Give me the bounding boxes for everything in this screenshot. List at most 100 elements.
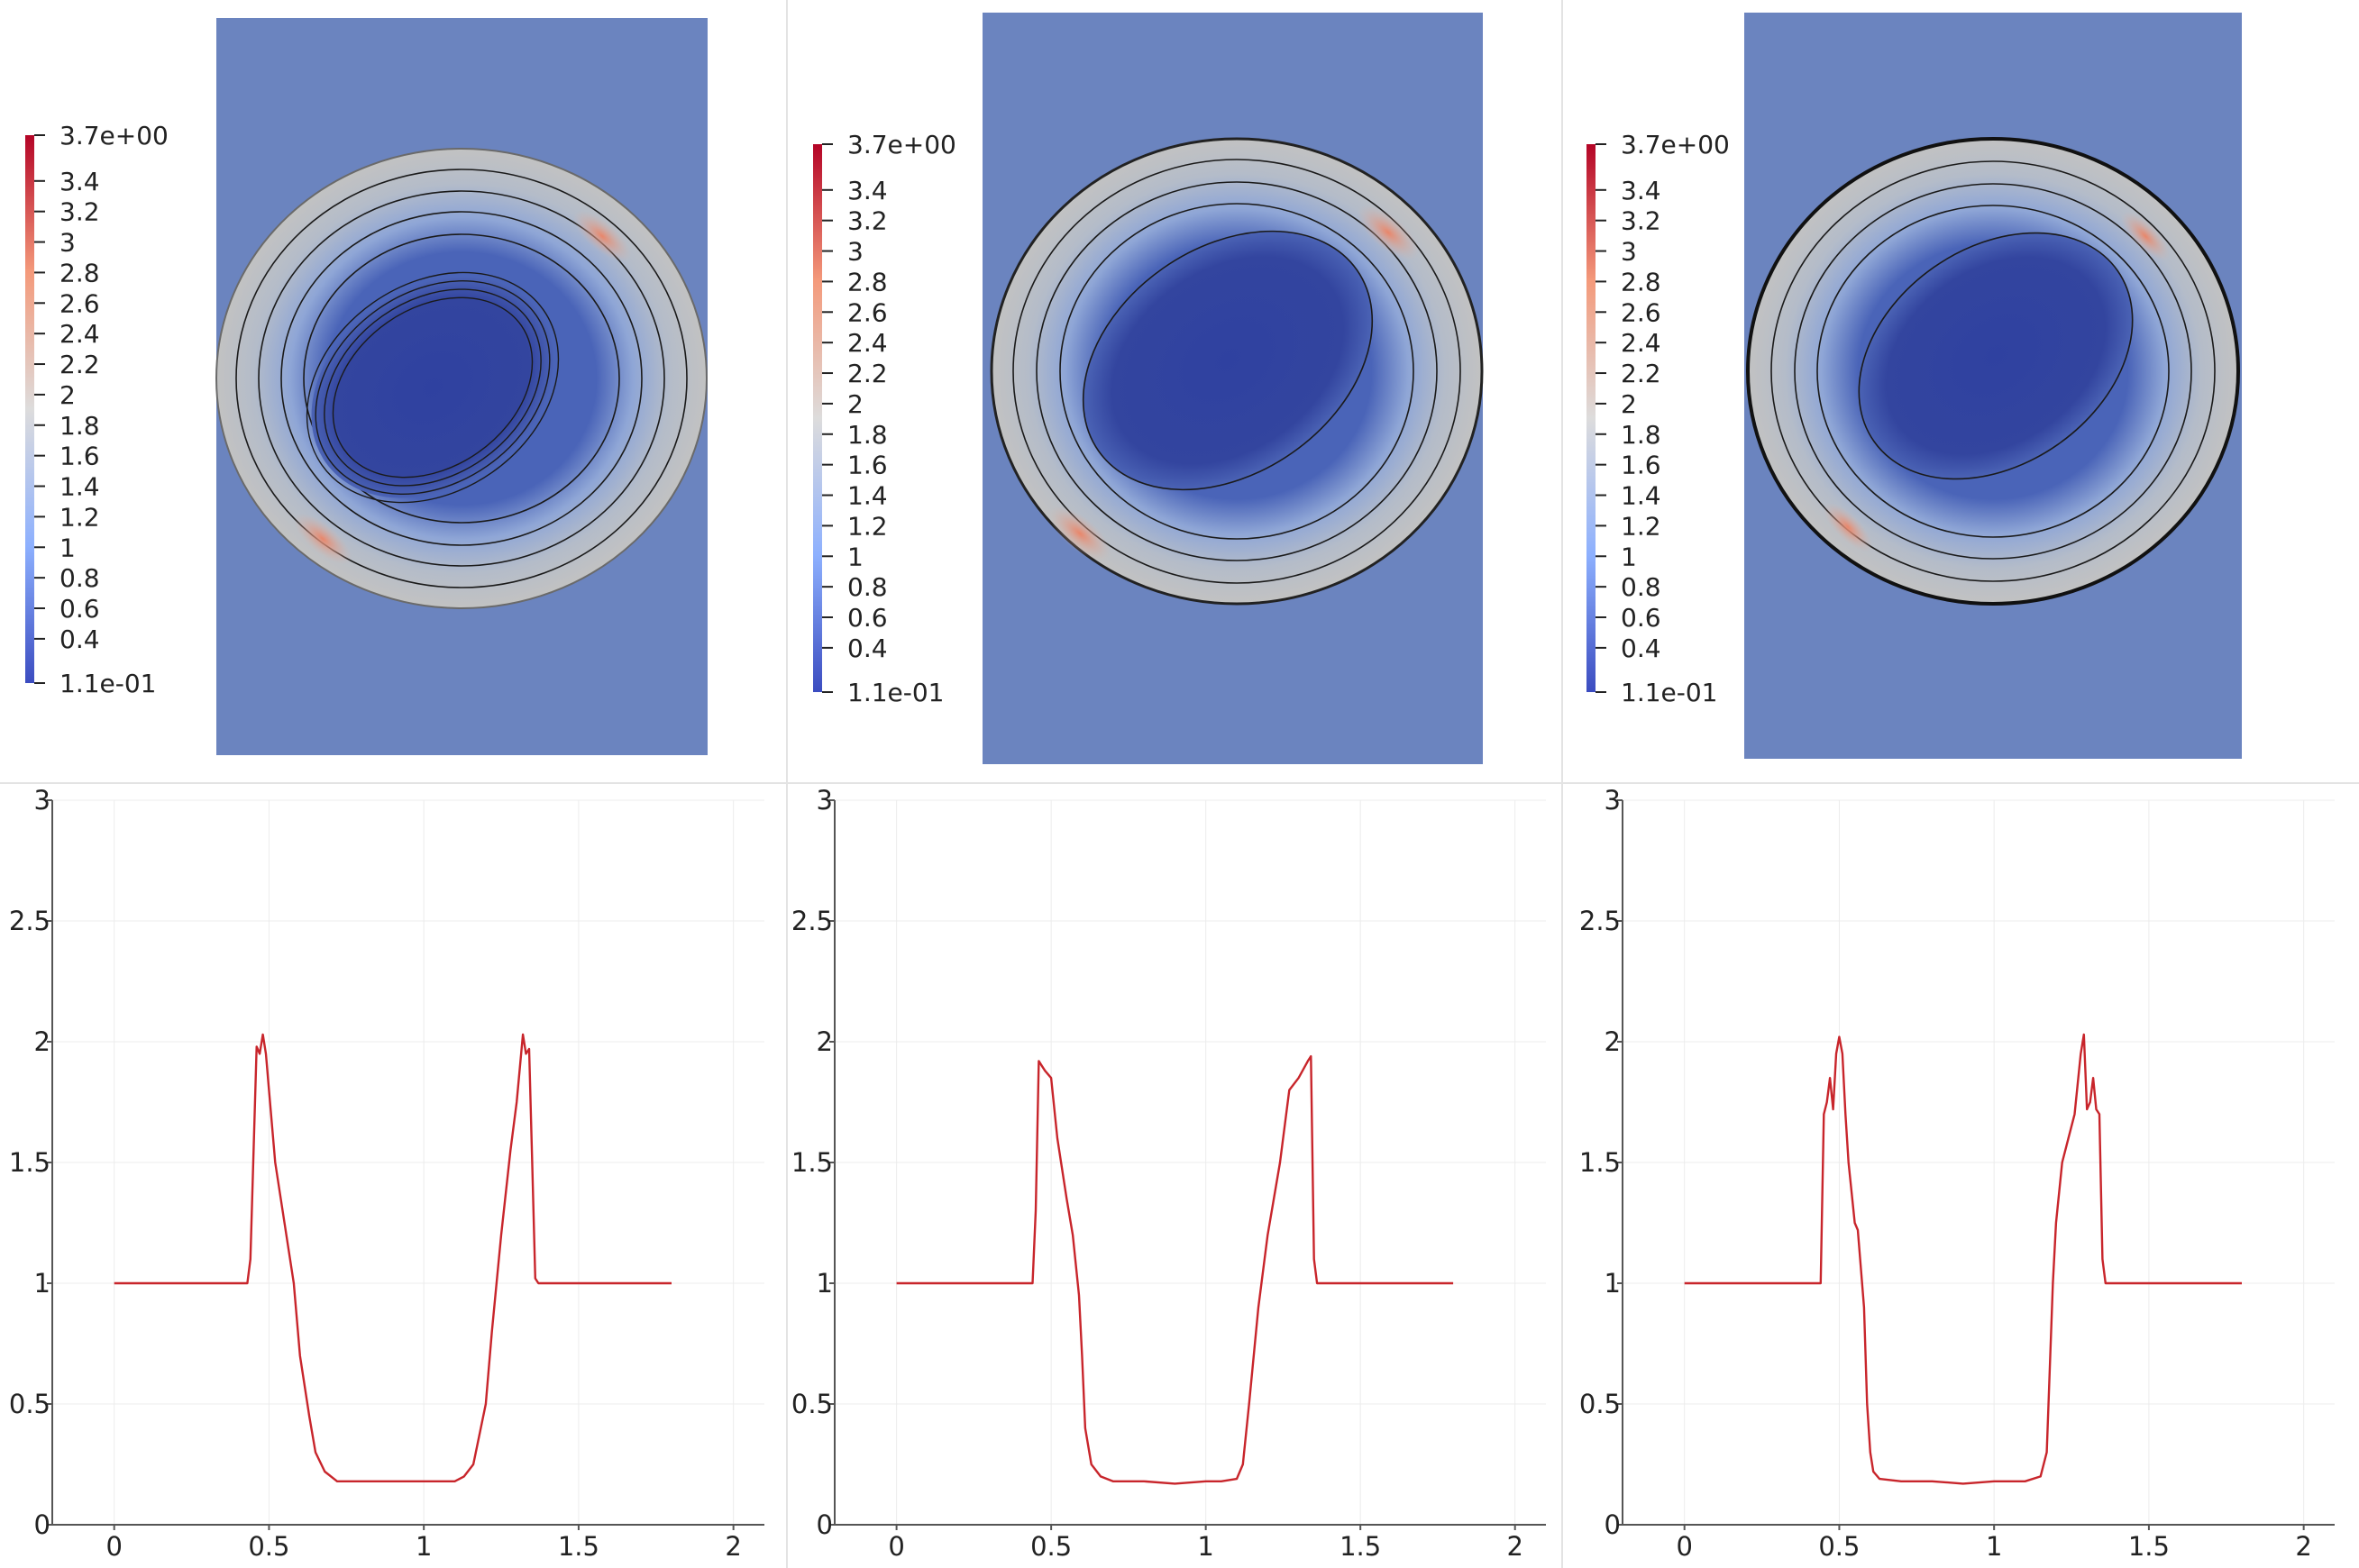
y-tick-label: 2.5: [9, 906, 50, 936]
colorbar-tick-label: 3.2: [1621, 206, 1661, 236]
colorbar-tick-label: 2.6: [847, 297, 888, 327]
colorbar-tick-label: 1.2: [59, 502, 100, 532]
colorbar-tick-label: 0.4: [1621, 634, 1661, 663]
y-tick-label: 0: [34, 1509, 50, 1540]
colorbar-tick-label: 1: [847, 542, 864, 571]
y-tick-label: 1: [34, 1268, 50, 1299]
colorbar-tick-label: 0.8: [1621, 572, 1661, 602]
colorbar-tick-label: 1.4: [847, 481, 888, 511]
x-tick-label: 1: [416, 1531, 432, 1562]
y-tick-label: 2.5: [791, 906, 833, 936]
colorbar-tick-label: 1: [1621, 542, 1637, 571]
colorbar-tick-label: 2: [847, 389, 864, 419]
vertical-divider-2: [1561, 0, 1563, 1568]
x-tick-label: 1.5: [558, 1531, 599, 1562]
y-tick-label: 1.5: [791, 1147, 833, 1178]
contour-lines: [1770, 160, 2216, 582]
x-tick-label: 0.5: [248, 1531, 289, 1562]
colorbar-tick-label: 2.6: [1621, 297, 1661, 327]
colorbar-tick-label: 3.2: [59, 197, 100, 227]
colorbar-tick-label: 3: [847, 237, 864, 267]
x-tick-label: 0: [105, 1531, 122, 1562]
series-line-1: [114, 1033, 672, 1483]
y-tick-label: 0.5: [791, 1389, 833, 1419]
colorbar-gradient: [813, 144, 822, 692]
series-line-1: [1684, 1033, 2242, 1485]
y-tick-label: 1.5: [1579, 1147, 1621, 1178]
y-tick-label: 2: [34, 1026, 50, 1057]
hot-spot-upper: [1357, 205, 1420, 260]
colorbar-tick-label: 0.6: [59, 594, 100, 624]
colorbar-tick-label: 2.2: [847, 359, 888, 388]
colorbar-min-label: 1.1e-01: [1621, 678, 1718, 707]
y-tick-label: 1: [1605, 1268, 1621, 1299]
vertical-divider-1: [786, 0, 788, 1568]
x-tick-label: 0.5: [1818, 1531, 1860, 1562]
hot-spot-lower: [1048, 506, 1111, 561]
x-tick-label: 0.5: [1030, 1531, 1072, 1562]
colorbar-tick-label: 1.8: [59, 411, 100, 441]
colorbar-gradient: [25, 135, 34, 683]
colorbar-tick-label: 2.2: [1621, 359, 1661, 388]
x-tick-label: 1.5: [2128, 1531, 2170, 1562]
line-chart-1: 0 0.5 1 1.5 2 2.5 3 0 0.5 1 1.5 2: [9, 785, 764, 1562]
colorbar-tick-label: 3.4: [1621, 176, 1661, 205]
heatmap-panel-3: [1744, 13, 2242, 759]
colorbar-tick-label: 3.4: [847, 176, 888, 205]
colorbar-tick-label: 2.4: [1621, 328, 1661, 358]
low-density-core: [1082, 230, 1374, 491]
colorbar-tick-label: 2.6: [59, 288, 100, 318]
colorbar-tick-label: 2.8: [1621, 267, 1661, 296]
y-tick-label: 0: [1605, 1509, 1621, 1540]
colorbar-tick-label: 0.6: [847, 603, 888, 633]
series-line-1: [896, 1054, 1454, 1485]
colorbar-2: 3.7e+00 1.1e-01 3.43.232.82.62.42.221.81.6…: [813, 130, 956, 707]
y-tick-label: 3: [817, 785, 833, 816]
colorbar-min-label: 1.1e-01: [847, 678, 945, 707]
colorbar-tick-label: 3.4: [59, 167, 100, 196]
x-tick-label: 0: [1676, 1531, 1692, 1562]
y-tick-label: 1: [817, 1268, 833, 1299]
colorbar-max-label: 3.7e+00: [847, 130, 956, 160]
y-tick-label: 3: [1605, 785, 1621, 816]
low-density-core: [311, 277, 554, 498]
colorbar-tick-label: 2.8: [59, 258, 100, 287]
colorbar-tick-label: 1.8: [1621, 420, 1661, 450]
horizontal-divider: [0, 782, 2359, 784]
colorbar-tick-label: 1.8: [847, 420, 888, 450]
hot-spot-lower: [1823, 502, 1873, 552]
colorbar-gradient: [1586, 144, 1596, 692]
colorbar-tick-label: 1.4: [1621, 481, 1661, 511]
x-tick-label: 2: [725, 1531, 741, 1562]
colorbar-tick-label: 0.6: [1621, 603, 1661, 633]
colorbar-max-label: 3.7e+00: [1621, 130, 1730, 160]
line-chart-2: 0 0.5 1 1.5 2 2.5 3 0 0.5 1 1.5 2: [791, 785, 1546, 1562]
colorbar-tick-label: 1: [59, 533, 76, 562]
colorbar-tick-label: 1.6: [59, 442, 100, 471]
colorbar-tick-label: 1.2: [1621, 511, 1661, 541]
heatmap-panel-2: [983, 13, 1484, 764]
x-tick-label: 2: [2295, 1531, 2311, 1562]
colorbar-max-label: 3.7e+00: [59, 121, 169, 150]
core-contours: [306, 271, 560, 504]
hot-spot-lower: [293, 513, 352, 565]
y-tick-label: 1.5: [9, 1147, 50, 1178]
colorbar-tick-label: 2.8: [847, 267, 888, 296]
hot-spot-upper: [2120, 211, 2171, 261]
colorbar-3: 3.7e+00 1.1e-01 3.43.232.82.62.42.221.81.6…: [1586, 130, 1730, 707]
colorbar-tick-label: 0.8: [59, 563, 100, 593]
y-tick-label: 0.5: [1579, 1389, 1621, 1419]
heatmap-row: 3.7e+001.1e-013.43.232.82.62.42.221.81.6…: [25, 13, 2242, 764]
x-tick-label: 0: [888, 1531, 904, 1562]
colorbar-tick-label: 2.4: [847, 328, 888, 358]
x-tick-label: 1: [1197, 1531, 1213, 1562]
colorbar-1: 3.7e+00 1.1e-01 3.43.232.82.62.42.221.81.6…: [25, 121, 169, 698]
colorbar-tick-label: 3.2: [847, 206, 888, 236]
colorbar-min-label: 1.1e-01: [59, 669, 157, 698]
colorbar-tick-label: 2: [59, 380, 76, 410]
y-tick-label: 2: [1605, 1026, 1621, 1057]
line-chart-3: 0 0.5 1 1.5 2 2.5 3 0 0.5 1 1.5 2: [1579, 785, 2335, 1562]
contour-lines: [1012, 159, 1461, 584]
colorbar-tick-label: 3: [1621, 237, 1637, 267]
